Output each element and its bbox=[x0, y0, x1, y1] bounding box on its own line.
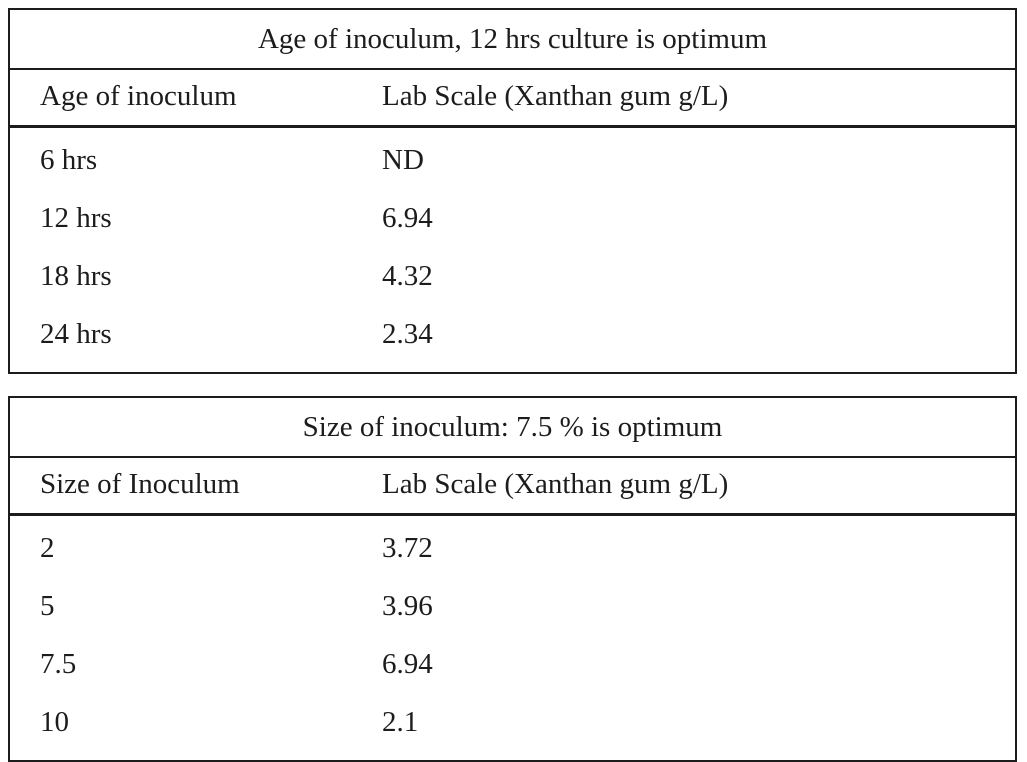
cell-value: ND bbox=[382, 144, 424, 176]
cell-age: 12 hrs bbox=[40, 202, 112, 234]
cell-value: 2.1 bbox=[382, 706, 419, 738]
cell-value: 3.72 bbox=[382, 532, 433, 564]
cell-age: 24 hrs bbox=[40, 318, 112, 350]
cell-size: 10 bbox=[40, 706, 69, 738]
table-header-row: Size of Inoculum Lab Scale (Xanthan gum … bbox=[10, 458, 1015, 516]
cell-value: 6.94 bbox=[382, 202, 433, 234]
table-age-of-inoculum: Age of inoculum, 12 hrs culture is optim… bbox=[8, 8, 1017, 374]
cell-value: 4.32 bbox=[382, 260, 433, 292]
cell-value: 6.94 bbox=[382, 648, 433, 680]
table-row: 5 3.96 bbox=[10, 578, 1015, 636]
cell-size: 2 bbox=[40, 532, 55, 564]
table-title: Size of inoculum: 7.5 % is optimum bbox=[10, 398, 1015, 458]
table-size-of-inoculum: Size of inoculum: 7.5 % is optimum Size … bbox=[8, 396, 1017, 762]
table-row: 7.5 6.94 bbox=[10, 636, 1015, 694]
column-header-lab-scale: Lab Scale (Xanthan gum g/L) bbox=[382, 80, 729, 112]
column-header-lab-scale: Lab Scale (Xanthan gum g/L) bbox=[382, 468, 729, 500]
table-body: 6 hrs ND 12 hrs 6.94 18 hrs 4.32 24 hrs … bbox=[10, 128, 1015, 372]
table-row: 24 hrs 2.34 bbox=[10, 306, 1015, 364]
cell-value: 3.96 bbox=[382, 590, 433, 622]
table-body: 2 3.72 5 3.96 7.5 6.94 10 2.1 bbox=[10, 516, 1015, 760]
table-row: 6 hrs ND bbox=[10, 132, 1015, 190]
table-title: Age of inoculum, 12 hrs culture is optim… bbox=[10, 10, 1015, 70]
table-header-row: Age of inoculum Lab Scale (Xanthan gum g… bbox=[10, 70, 1015, 128]
column-header-age: Age of inoculum bbox=[40, 80, 237, 112]
table-row: 12 hrs 6.94 bbox=[10, 190, 1015, 248]
table-row: 10 2.1 bbox=[10, 694, 1015, 752]
column-header-size: Size of Inoculum bbox=[40, 468, 240, 500]
cell-age: 6 hrs bbox=[40, 144, 98, 176]
cell-value: 2.34 bbox=[382, 318, 433, 350]
cell-size: 5 bbox=[40, 590, 55, 622]
table-row: 18 hrs 4.32 bbox=[10, 248, 1015, 306]
cell-size: 7.5 bbox=[40, 648, 77, 680]
table-row: 2 3.72 bbox=[10, 520, 1015, 578]
cell-age: 18 hrs bbox=[40, 260, 112, 292]
document-page: Age of inoculum, 12 hrs culture is optim… bbox=[8, 8, 1017, 762]
